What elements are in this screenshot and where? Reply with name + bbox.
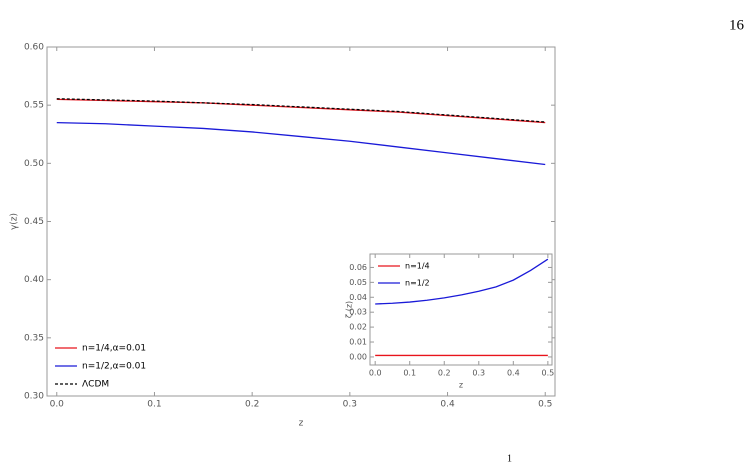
page-number: 16 — [729, 17, 745, 33]
x-axis-label: z — [299, 419, 304, 429]
y-tick-label: 0.03 — [349, 308, 367, 317]
series-line — [375, 258, 549, 305]
x-tick-label: 0.1 — [147, 400, 161, 410]
plot-frame — [369, 253, 553, 366]
x-tick-label: 0.2 — [245, 400, 259, 410]
x-tick-label: 0.4 — [507, 369, 520, 378]
x-tick-label: 0.5 — [541, 369, 554, 378]
y-axis-label: γ(z) — [10, 213, 20, 230]
y-tick-label: 0.50 — [24, 159, 44, 169]
legend-label: ΛCDM — [82, 380, 109, 390]
footer-fragment: 1 — [507, 453, 512, 464]
legend-label: n=1/4 — [405, 262, 430, 271]
series-line — [56, 98, 546, 123]
y-tick-label: 0.40 — [24, 275, 44, 285]
x-tick-label: 0.3 — [472, 369, 485, 378]
y-tick-label: 0.00 — [349, 352, 367, 361]
y-tick-label: 0.35 — [24, 333, 44, 343]
y-tick-label: 0.05 — [349, 278, 367, 287]
y-tick-label: 0.45 — [24, 217, 44, 227]
x-tick-label: 0.0 — [369, 369, 382, 378]
series-line — [56, 121, 546, 166]
y-tick-label: 0.60 — [24, 43, 44, 53]
y-tick-label: 0.06 — [349, 263, 367, 272]
y-axis-label: ζ (z) — [345, 301, 354, 318]
x-tick-label: 0.2 — [438, 369, 451, 378]
y-tick-label: 0.55 — [24, 101, 44, 111]
x-tick-label: 0.0 — [50, 400, 65, 410]
y-tick-label: 0.02 — [349, 323, 367, 332]
y-tick-label: 0.04 — [349, 293, 367, 302]
y-tick-label: 0.30 — [24, 392, 44, 402]
x-axis-label: z — [459, 381, 463, 390]
legend-label: n=1/2,α=0.01 — [82, 362, 146, 372]
x-tick-label: 0.5 — [538, 400, 552, 410]
x-tick-label: 0.4 — [440, 400, 455, 410]
legend-label: n=1/4,α=0.01 — [82, 344, 146, 354]
x-tick-label: 0.3 — [343, 400, 357, 410]
y-tick-label: 0.01 — [349, 338, 367, 347]
x-tick-label: 0.1 — [403, 369, 416, 378]
legend-label: n=1/2 — [405, 279, 430, 288]
